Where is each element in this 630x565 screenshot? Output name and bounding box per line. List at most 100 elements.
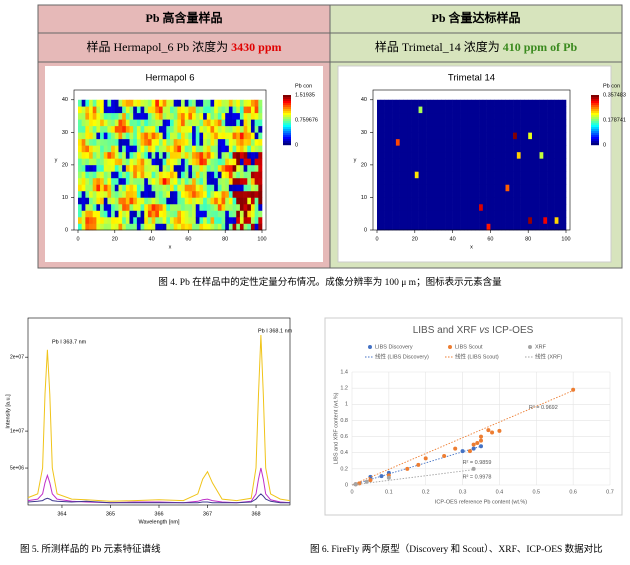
heatmap-cell bbox=[543, 106, 548, 114]
heatmap-cell bbox=[155, 125, 160, 133]
heatmap-cell bbox=[516, 184, 521, 192]
heatmap-cell bbox=[418, 119, 423, 127]
heatmap-cell bbox=[225, 223, 230, 231]
heatmap-cell bbox=[228, 112, 233, 120]
heatmap-cell bbox=[162, 132, 167, 140]
heatmap-cell bbox=[418, 106, 423, 114]
heatmap-cell bbox=[509, 171, 514, 179]
heatmap-cell bbox=[158, 164, 163, 172]
heatmap-cell bbox=[448, 106, 453, 114]
heatmap-cell bbox=[437, 164, 442, 172]
heatmap-cell bbox=[107, 132, 112, 140]
heatmap-cell bbox=[441, 151, 446, 159]
heatmap-cell bbox=[228, 223, 233, 231]
heatmap-cell bbox=[528, 210, 533, 218]
heatmap-cell bbox=[155, 164, 160, 172]
heatmap-cell bbox=[173, 158, 178, 166]
heatmap-cell bbox=[103, 177, 108, 185]
heatmap-cell bbox=[92, 216, 97, 224]
heatmap-cell bbox=[388, 197, 393, 205]
heatmap-cell bbox=[81, 106, 86, 114]
heatmap-cell bbox=[114, 177, 119, 185]
heatmap-cell bbox=[162, 190, 167, 198]
heatmap-cell bbox=[452, 106, 457, 114]
heatmap-cell bbox=[221, 125, 226, 133]
heatmap-cell bbox=[221, 197, 226, 205]
heatmap-cell bbox=[520, 145, 525, 153]
heatmap-cell bbox=[232, 158, 237, 166]
legend-label: LIBS Scout bbox=[455, 344, 483, 350]
heatmap-cell bbox=[426, 216, 431, 224]
heatmap-cell bbox=[239, 197, 244, 205]
heatmap-cell bbox=[247, 106, 252, 114]
heatmap-cell bbox=[554, 106, 559, 114]
heatmap-cell bbox=[147, 210, 152, 218]
heatmap-cell bbox=[411, 223, 416, 231]
heatmap-cell bbox=[441, 112, 446, 120]
heatmap-cell bbox=[125, 145, 130, 153]
heatmap-cell bbox=[395, 132, 400, 140]
heatmap-cell bbox=[151, 197, 156, 205]
heatmap-cell bbox=[475, 99, 480, 107]
heatmap-cell bbox=[96, 145, 101, 153]
heatmap-cell bbox=[188, 190, 193, 198]
heatmap-cell bbox=[81, 190, 86, 198]
heatmap-cell bbox=[158, 203, 163, 211]
heatmap-cell bbox=[531, 132, 537, 140]
heatmap-cell bbox=[445, 210, 450, 218]
heatmap-cell bbox=[528, 223, 533, 231]
heatmap-cell bbox=[170, 190, 174, 198]
heatmap-cell bbox=[221, 171, 226, 179]
heatmap-cell bbox=[407, 106, 412, 114]
x-tick-label: 20 bbox=[112, 236, 118, 242]
heatmap-cell bbox=[437, 184, 442, 192]
heatmap-cell bbox=[554, 164, 559, 172]
heatmap-cell bbox=[236, 177, 241, 185]
heatmap-cell bbox=[414, 164, 419, 172]
heatmap-cell bbox=[228, 119, 233, 127]
heatmap-cell bbox=[210, 138, 215, 146]
heatmap-cell bbox=[520, 223, 525, 231]
heatmap-cell bbox=[460, 223, 465, 231]
heatmap-cell bbox=[103, 112, 108, 120]
heatmap-cell bbox=[463, 197, 469, 205]
heatmap-cell bbox=[250, 151, 255, 159]
heatmap-cell bbox=[173, 151, 178, 159]
heatmap-cell bbox=[136, 138, 141, 146]
heatmap-cell bbox=[384, 164, 389, 172]
heatmap-cell bbox=[528, 145, 533, 153]
heatmap-cell bbox=[554, 99, 559, 107]
heatmap-cell bbox=[206, 145, 211, 153]
heatmap-cell bbox=[403, 171, 408, 179]
heatmap-cell bbox=[448, 164, 453, 172]
heatmap-cell bbox=[155, 106, 160, 114]
heatmap-cell bbox=[543, 171, 548, 179]
heatmap-cell bbox=[524, 158, 529, 166]
heatmap-cell bbox=[144, 132, 149, 140]
heatmap-cell bbox=[228, 99, 233, 107]
heatmap-cell bbox=[210, 210, 215, 218]
heatmap-cell bbox=[166, 112, 171, 120]
axis-label: ICP-OES reference Pb content (wt.%) bbox=[435, 499, 527, 505]
colorbar-title: Pb con bbox=[295, 83, 312, 89]
heatmap-cell bbox=[543, 197, 548, 205]
heatmap-cell bbox=[411, 158, 416, 166]
heatmap-cell bbox=[217, 138, 222, 146]
heatmap-cell bbox=[392, 151, 397, 159]
heatmap-cell bbox=[520, 171, 525, 179]
heatmap-cell bbox=[81, 171, 86, 179]
heatmap-cell bbox=[236, 210, 241, 218]
heatmap-cell bbox=[433, 158, 438, 166]
heatmap-cell bbox=[497, 171, 503, 179]
heatmap-cell bbox=[437, 125, 442, 133]
heatmap-cell bbox=[103, 197, 108, 205]
heatmap-cell bbox=[247, 99, 252, 107]
heatmap-cell bbox=[494, 197, 499, 205]
heatmap-cell bbox=[558, 197, 563, 205]
heatmap-cell bbox=[531, 138, 537, 146]
heatmap-cell bbox=[497, 210, 503, 218]
heatmap-cell bbox=[232, 197, 237, 205]
heatmap-cell bbox=[388, 125, 393, 133]
heatmap-cell bbox=[377, 132, 382, 140]
